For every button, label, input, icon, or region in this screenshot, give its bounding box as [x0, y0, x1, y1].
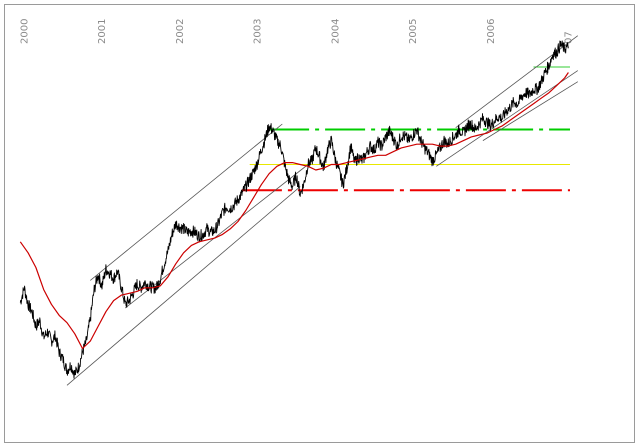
year-label-2001: 2001 [97, 19, 108, 44]
trend-channel-line-2 [125, 164, 309, 309]
trend-channel-line-3 [66, 186, 301, 386]
reference-lines [241, 66, 570, 192]
trend-channel-line-6 [482, 81, 579, 141]
year-label-2003: 2003 [253, 19, 264, 44]
year-tick-labels: 2000 2001 2002 2003 2004 2005 2006 07 [19, 19, 574, 44]
year-label-07: 07 [564, 31, 575, 44]
trend-channel-line-1 [90, 123, 283, 281]
year-label-2004: 2004 [330, 19, 341, 44]
year-label-2006: 2006 [486, 19, 497, 44]
year-label-2005: 2005 [408, 19, 419, 44]
year-label-2000: 2000 [19, 19, 30, 44]
year-label-2002: 2002 [175, 19, 186, 44]
series-layer [19, 40, 569, 379]
moving-average-line [19, 72, 569, 350]
trend-channels [66, 35, 579, 386]
trend-channel-line-5 [436, 70, 579, 167]
plot-frame [4, 4, 635, 443]
price-series-line [19, 40, 569, 379]
